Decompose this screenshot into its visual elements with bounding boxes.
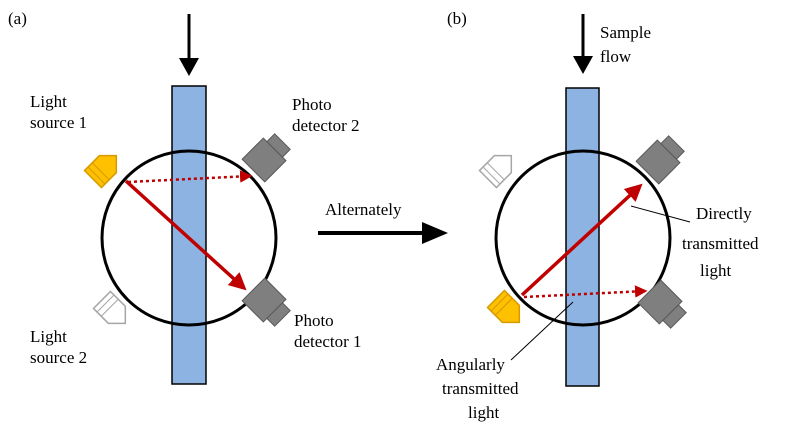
light-source-1-icon — [83, 154, 118, 189]
alternately-transition: Alternately — [318, 200, 448, 244]
directly-label-l1: Directly — [696, 204, 752, 223]
directly-leader-line — [630, 205, 691, 223]
light-source-1-label-l1: Light — [30, 92, 67, 111]
angularly-label-l2: transmitted — [442, 379, 519, 398]
beam-angular-a — [127, 170, 253, 184]
light-source-2-label-l2: source 2 — [30, 348, 87, 367]
photo-detector-1-label-l1: Photo — [294, 311, 334, 330]
panel-a: (a) — [8, 9, 362, 385]
panel-a-tag: (a) — [8, 9, 27, 28]
inactive-light-source-icon — [478, 154, 513, 189]
angularly-leader-line — [510, 301, 574, 361]
photo-detector-1-label-l2: detector 1 — [294, 332, 362, 351]
angularly-label-l3: light — [468, 403, 499, 422]
active-light-source-icon — [486, 289, 521, 324]
flow-cell-a — [171, 85, 207, 385]
flow-arrow-a-head — [179, 58, 199, 76]
beam-direct-b — [520, 183, 643, 297]
directly-label-l3: light — [700, 261, 731, 280]
photo-detector-2-label-l2: detector 2 — [292, 116, 360, 135]
light-source-2-icon — [92, 290, 127, 325]
photo-detector-2-icon — [241, 133, 291, 183]
sample-flow-label-l2: flow — [600, 47, 632, 66]
lower-photo-detector-icon — [637, 279, 687, 329]
photo-detector-2-label-l1: Photo — [292, 95, 332, 114]
directly-label-l2: transmitted — [682, 234, 759, 253]
alternately-label: Alternately — [325, 200, 402, 219]
upper-photo-detector-icon — [635, 135, 685, 185]
alternately-arrow-head — [422, 222, 448, 244]
beam-direct-a — [124, 179, 247, 291]
photo-detector-1-icon — [241, 277, 291, 327]
light-source-1-label-l2: source 1 — [30, 113, 87, 132]
panel-b: (b) Sample flow — [436, 9, 759, 422]
panel-b-tag: (b) — [447, 9, 467, 28]
flow-arrow-b-head — [573, 56, 593, 74]
measurement-circle-a — [100, 149, 278, 327]
light-source-2-label-l1: Light — [30, 327, 67, 346]
beam-angular-b — [523, 285, 648, 299]
angularly-label-l1: Angularly — [436, 355, 505, 374]
measurement-circle-b — [494, 149, 672, 327]
sample-flow-label-l1: Sample — [600, 23, 651, 42]
